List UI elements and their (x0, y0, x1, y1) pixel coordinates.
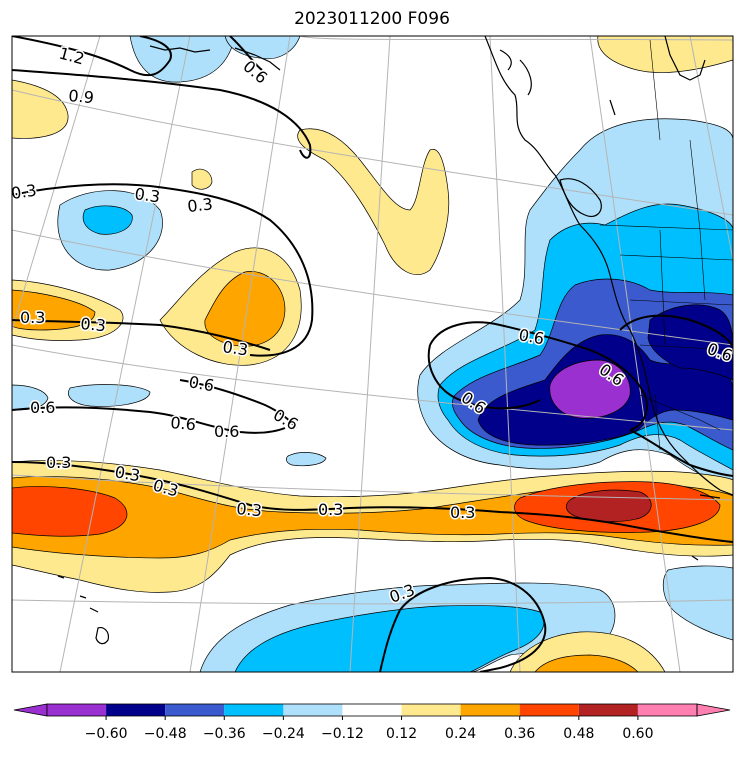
contour-label: 0.3 (10, 181, 38, 203)
light-blue-left-small (68, 384, 151, 407)
purple-core (549, 359, 631, 419)
colorbar-tick-label: 0.48 (563, 726, 594, 742)
colorbar-segment (106, 704, 166, 716)
contour-label: 0.6 (214, 422, 239, 441)
colorbar-segment (460, 704, 520, 716)
boundaries (599, 39, 733, 451)
orange-mid-blob (204, 271, 286, 347)
colorbar-tick-label: −0.24 (262, 726, 305, 742)
colorbar-segment (578, 704, 638, 716)
colorbar-tick-label: 0.36 (504, 726, 535, 742)
yellow-left-upper (12, 79, 69, 139)
colorbar-tick-label: −0.12 (321, 726, 364, 742)
colorbar-tick-label: 0.60 (622, 726, 653, 742)
colorbar-under-arrow (13, 703, 48, 717)
colorbar-segment (47, 704, 107, 716)
yellow-small-dot (191, 168, 213, 190)
colorbar-tick-label: −0.60 (85, 726, 128, 742)
colorbar-segment (519, 704, 579, 716)
colorbar-tick-label: 0.12 (386, 726, 417, 742)
colorbar-tick-label: 0.24 (445, 726, 476, 742)
colorbar-segment (342, 704, 402, 716)
colorbar-segment (401, 704, 461, 716)
contour-label: 0.3 (20, 308, 45, 327)
colorbar-segment (165, 704, 225, 716)
light-blue-small-strip (286, 452, 327, 467)
colorbar-tick-label: −0.48 (144, 726, 187, 742)
shaded-field (12, 36, 733, 672)
dark-blue-right-corner (647, 304, 733, 381)
contour-label: 0.3 (221, 337, 249, 359)
colorbar-ticks: −0.60 −0.48 −0.36 −0.24 −0.12 0.12 0.24 0.36 0.4… (85, 716, 653, 742)
contour-label: 0.3 (318, 500, 343, 519)
contour-label: 0.3 (450, 503, 475, 522)
colorbar-segment (283, 704, 343, 716)
contour-label: 0.9 (68, 86, 95, 107)
map-title: 2023011200 F096 (294, 9, 450, 29)
light-blue-bottom-right (662, 565, 733, 641)
colorbar-boxes (13, 703, 731, 717)
contour-label: 0.3 (133, 184, 161, 206)
colorbar-tick-label: −0.36 (203, 726, 246, 742)
contour-label: 0.3 (186, 194, 213, 216)
contour-label: 0.6 (517, 325, 545, 348)
orange-bottom-right (534, 654, 639, 672)
coastlines (57, 36, 733, 645)
colorbar-over-arrow (696, 703, 731, 717)
colorbar-segment (224, 704, 284, 716)
contour-label: 0.6 (30, 398, 55, 417)
colorbar-segment (637, 704, 697, 716)
cyan-left-oval (82, 205, 133, 235)
contour-label: 0.3 (80, 314, 107, 335)
red-orange-left (12, 486, 128, 537)
graticule (12, 36, 733, 672)
contour-label: 0.3 (46, 453, 71, 472)
yellow-center-streak (297, 128, 450, 275)
contour-lines (12, 36, 733, 672)
map-panel: 1.2 0.9 0.6 0.3 0.3 0.3 0.3 0.3 0.3 0.6 … (10, 35, 734, 673)
colorbar-outline (46, 703, 698, 717)
yellow-top-right (597, 36, 733, 73)
contour-label: 0.6 (170, 413, 197, 434)
map-border (11, 35, 734, 673)
contour-label: 0.3 (113, 462, 141, 485)
contour-label: 0.3 (236, 499, 263, 520)
